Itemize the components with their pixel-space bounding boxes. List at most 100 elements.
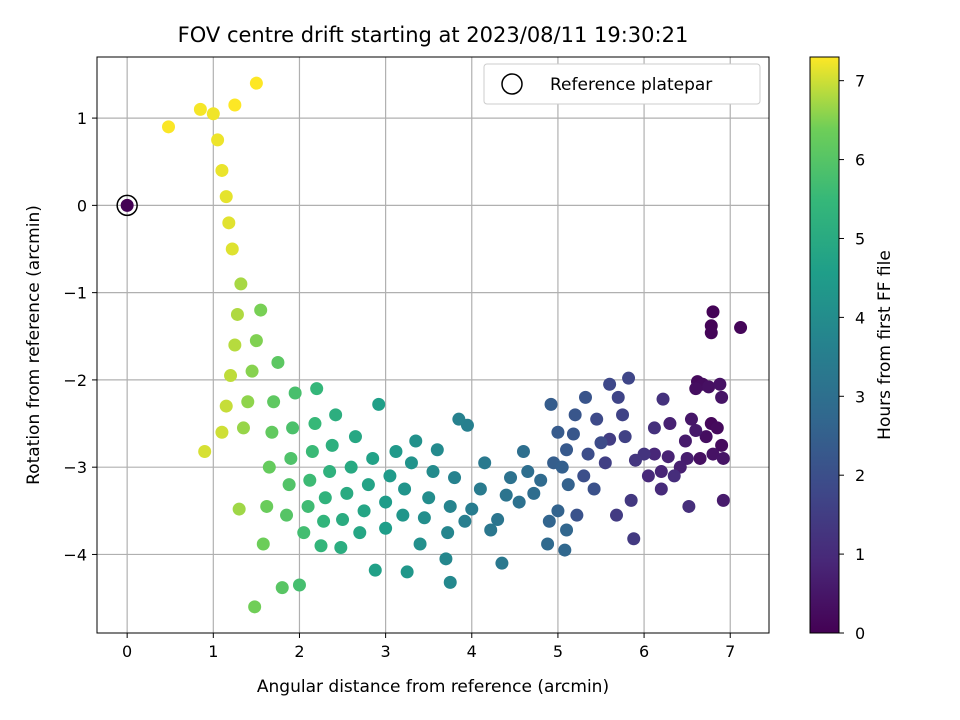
data-point [443, 575, 457, 589]
data-point [318, 491, 332, 505]
data-point [624, 493, 638, 507]
data-point [716, 451, 730, 465]
data-point [254, 303, 268, 317]
data-point [566, 427, 580, 441]
data-point [230, 307, 244, 321]
data-point [484, 523, 498, 537]
data-point [222, 216, 236, 230]
data-point [568, 408, 582, 422]
data-point [587, 482, 601, 496]
data-point [521, 465, 535, 479]
data-point [417, 511, 431, 525]
data-point [441, 526, 455, 540]
data-point [478, 456, 492, 470]
data-point [654, 465, 668, 479]
data-point [422, 491, 436, 505]
legend: Reference platepar [483, 63, 761, 105]
data-point [267, 395, 281, 409]
data-point [219, 190, 233, 204]
data-point [248, 600, 262, 614]
data-point [706, 305, 720, 319]
data-point [344, 460, 358, 474]
data-point [336, 513, 350, 527]
data-point [590, 412, 604, 426]
data-point [682, 499, 696, 513]
data-point [245, 364, 259, 378]
chart-title: FOV centre drift starting at 2023/08/11 … [178, 23, 689, 47]
colorbar-gradient [809, 56, 840, 634]
data-point [693, 451, 707, 465]
data-point [699, 430, 713, 444]
data-point [661, 450, 675, 464]
data-point [379, 495, 393, 509]
colorbar-tick-label: 7 [855, 72, 865, 91]
data-point [265, 425, 279, 439]
data-point [280, 508, 294, 522]
data-point [654, 482, 668, 496]
data-point [473, 482, 487, 496]
data-point [368, 563, 382, 577]
data-point [211, 133, 225, 147]
data-point [647, 421, 661, 435]
data-point [236, 421, 250, 435]
data-point [551, 504, 565, 518]
data-points [116, 76, 748, 614]
x-tick-label: 7 [725, 642, 735, 661]
data-point [219, 399, 233, 413]
data-point [689, 382, 703, 396]
data-point [317, 514, 331, 528]
data-point [544, 397, 558, 411]
data-point [372, 397, 386, 411]
y-axis-ticks: −4 −3 −2 −1 0 1 [63, 109, 97, 564]
data-point [348, 430, 362, 444]
data-point [383, 469, 397, 483]
data-point [314, 539, 328, 553]
reference-point [120, 198, 134, 212]
data-point [366, 451, 380, 465]
data-point [491, 513, 505, 527]
data-point [228, 338, 242, 352]
colorbar-tick-label: 6 [855, 151, 865, 170]
data-point [499, 488, 513, 502]
data-point [206, 107, 220, 121]
data-point [641, 469, 655, 483]
data-point [234, 277, 248, 291]
x-tick-label: 1 [208, 642, 218, 661]
data-point [443, 499, 457, 513]
data-point [353, 526, 367, 540]
data-point [249, 334, 263, 348]
data-point [303, 473, 317, 487]
data-point [301, 499, 315, 513]
x-tick-label: 0 [122, 642, 132, 661]
plot-frame [96, 56, 770, 634]
data-point [702, 380, 716, 394]
colorbar-tick-label: 4 [855, 308, 865, 327]
data-point [193, 102, 207, 116]
data-point [396, 508, 410, 522]
data-point [256, 537, 270, 551]
data-point [430, 443, 444, 457]
data-point [249, 76, 263, 90]
data-point [458, 514, 472, 528]
data-point [389, 444, 403, 458]
y-tick-label: −4 [63, 545, 87, 564]
data-point [448, 471, 462, 485]
data-point [713, 377, 727, 391]
data-point [561, 478, 575, 492]
data-point [398, 482, 412, 496]
colorbar-label: Hours from first FF file [875, 250, 895, 440]
data-point [577, 469, 591, 483]
data-point [578, 390, 592, 404]
x-tick-label: 2 [294, 642, 304, 661]
y-axis-label: Rotation from reference (arcmin) [24, 205, 44, 485]
data-point [308, 417, 322, 431]
data-point [404, 456, 418, 470]
data-point [241, 395, 255, 409]
data-point [262, 460, 276, 474]
data-point [323, 465, 337, 479]
data-point [228, 98, 242, 112]
data-point [715, 390, 729, 404]
y-tick-label: −2 [63, 371, 87, 390]
data-point [541, 537, 555, 551]
data-point [680, 451, 694, 465]
